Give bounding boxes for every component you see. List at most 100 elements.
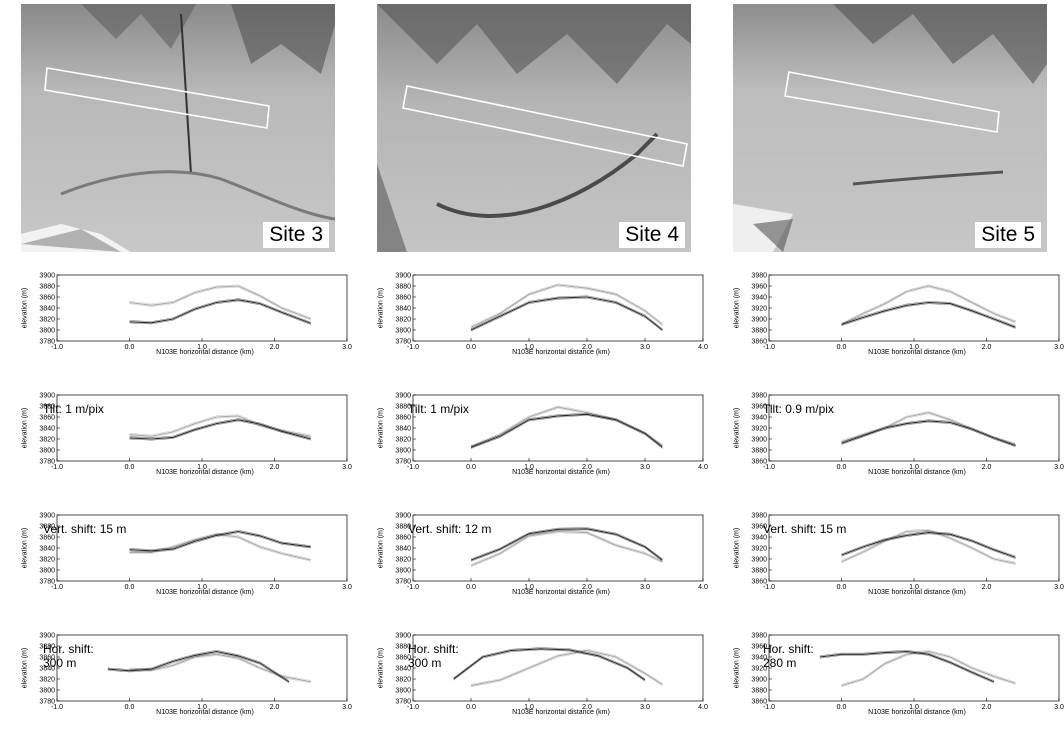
x-tick-label: 0.0 xyxy=(125,704,135,711)
profile-series-light xyxy=(470,285,663,329)
profile-series-light xyxy=(470,649,663,687)
y-tick-label: 3820 xyxy=(395,677,411,684)
y-tick-label: 3880 xyxy=(39,524,55,531)
y-tick-label: 3880 xyxy=(751,448,767,455)
x-tick-label: 4.0 xyxy=(698,584,708,591)
profile-series-dark xyxy=(470,297,663,332)
y-tick-label: 3900 xyxy=(395,273,411,280)
profile-series-dark xyxy=(841,533,1016,559)
profile-chart: 3860 3880 3900 3920 3940 3960 3980 -1.0 0.0 1.0 2.… xyxy=(751,393,1064,472)
y-tick-label: 3900 xyxy=(751,557,767,564)
y-tick-label: 3800 xyxy=(395,328,411,335)
profile-series-dark xyxy=(107,650,290,683)
x-tick-label: 2.0 xyxy=(270,344,280,351)
y-tick-label: 3880 xyxy=(395,284,411,291)
profile-chart: 3780 3800 3820 3840 3860 3880 3900 -1.0 0.0 1.0 2.… xyxy=(395,513,708,592)
x-axis-label: N103E horizontal distance (km) xyxy=(868,469,966,476)
x-tick-label: 0.0 xyxy=(837,584,847,591)
x-tick-label: 0.0 xyxy=(466,584,476,591)
profile-series-dark xyxy=(470,529,663,562)
y-tick-label: 3980 xyxy=(751,393,767,400)
y-tick-label: 3900 xyxy=(39,513,55,520)
y-tick-label: 3880 xyxy=(395,524,411,531)
profile-series-light xyxy=(129,285,311,320)
profile-chart: 3780 3800 3820 3840 3860 3880 3900 -1.0 0.0 1.0 2.… xyxy=(395,273,708,352)
profile-series-dark xyxy=(819,652,994,684)
profile-panel: 3860 3880 3900 3920 3940 3960 3980 -1.0 0.0 1.0 2.… xyxy=(733,388,1064,484)
profile-series-dark xyxy=(470,296,663,331)
y-tick-label: 3860 xyxy=(395,535,411,542)
profile-series-dark xyxy=(841,531,1016,557)
x-axis-label: N103E horizontal distance (km) xyxy=(156,709,254,716)
profile-series-light xyxy=(470,530,663,565)
x-tick-label: -1.0 xyxy=(763,344,775,351)
y-axis-label-text: elevation (m) xyxy=(21,407,29,449)
x-tick-label: 0.0 xyxy=(466,344,476,351)
profile-series-light xyxy=(470,532,663,568)
y-tick-label: 3920 xyxy=(751,546,767,553)
x-tick-label: 3.0 xyxy=(342,704,352,711)
x-tick-label: 3.0 xyxy=(640,464,650,471)
y-tick-label: 3900 xyxy=(751,317,767,324)
x-tick-label: -1.0 xyxy=(763,464,775,471)
y-tick-label: 3840 xyxy=(395,546,411,553)
profile-series-dark xyxy=(129,420,311,441)
y-tick-label: 3860 xyxy=(39,535,55,542)
x-tick-label: 1.0 xyxy=(524,344,534,351)
profile-chart: 3780 3800 3820 3840 3860 3880 3900 -1.0 0.0 1.0 2.… xyxy=(395,393,708,472)
y-tick-label: 3800 xyxy=(395,688,411,695)
y-tick-label: 3960 xyxy=(751,644,767,651)
x-tick-label: 2.0 xyxy=(982,464,992,471)
x-axis-label: N103E horizontal distance (km) xyxy=(512,589,610,596)
x-tick-label: -1.0 xyxy=(407,584,419,591)
y-tick-label: 3800 xyxy=(39,568,55,575)
column-site-3: Site 3 3780 3800 3820 3840 3860 3880 3900 -1.0 0… xyxy=(21,0,355,738)
y-tick-label: 3960 xyxy=(751,284,767,291)
x-tick-label: 2.0 xyxy=(582,584,592,591)
profile-series-light xyxy=(841,528,1016,563)
profile-series-light xyxy=(470,283,663,327)
hillshade-image xyxy=(733,4,1047,252)
x-axis-label: N103E horizontal distance (km) xyxy=(512,469,610,476)
profile-series-light xyxy=(841,413,1016,446)
profile-series-dark xyxy=(819,650,994,681)
y-tick-label: 3900 xyxy=(39,273,55,280)
x-tick-label: 1.0 xyxy=(197,344,207,351)
y-tick-label: 3840 xyxy=(39,666,55,673)
x-tick-label: 2.0 xyxy=(582,344,592,351)
column-site-5: Site 5 3860 3880 3900 3920 3940 3960 3980 -1.0 0… xyxy=(733,0,1064,738)
x-tick-label: 3.0 xyxy=(342,584,352,591)
y-tick-label: 3820 xyxy=(395,437,411,444)
x-tick-label: 0.0 xyxy=(837,344,847,351)
x-tick-label: -1.0 xyxy=(407,464,419,471)
profile-series-dark xyxy=(129,532,311,553)
y-axis-label: elevation (m) xyxy=(375,393,387,463)
y-tick-label: 3820 xyxy=(395,317,411,324)
profile-panel: 3780 3800 3820 3840 3860 3880 3900 -1.0 0.0 1.0 2.… xyxy=(21,388,355,484)
y-tick-label: 3960 xyxy=(751,524,767,531)
profile-series-dark xyxy=(129,530,311,550)
profile-series-dark xyxy=(819,650,995,683)
x-axis-label: N103E horizontal distance (km) xyxy=(156,469,254,476)
y-tick-label: 3940 xyxy=(751,655,767,662)
profile-series-light xyxy=(129,416,311,438)
y-tick-label: 3900 xyxy=(39,633,55,640)
x-tick-label: 1.0 xyxy=(909,704,919,711)
x-tick-label: 4.0 xyxy=(698,704,708,711)
profile-chart: 3780 3800 3820 3840 3860 3880 3900 -1.0 0.0 1.0 2.… xyxy=(395,633,708,712)
x-tick-label: 2.0 xyxy=(270,704,280,711)
x-axis-label: N103E horizontal distance (km) xyxy=(156,349,254,356)
y-tick-label: 3980 xyxy=(751,273,767,280)
x-tick-label: -1.0 xyxy=(51,704,63,711)
y-tick-label: 3800 xyxy=(395,448,411,455)
x-tick-label: 3.0 xyxy=(640,584,650,591)
profile-series-dark xyxy=(453,648,646,681)
site-label: Site 5 xyxy=(975,222,1041,248)
adjustment-annotation: Tilt: 1 m/pix xyxy=(43,402,104,416)
y-axis-label-text: elevation (m) xyxy=(377,287,385,329)
x-tick-label: 0.0 xyxy=(837,704,847,711)
profile-chart: 3780 3800 3820 3840 3860 3880 3900 -1.0 0.0 1.0 2.… xyxy=(39,273,352,352)
profile-series-dark xyxy=(129,419,311,440)
y-tick-label: 3840 xyxy=(395,666,411,673)
profile-panel: 3780 3800 3820 3840 3860 3880 3900 -1.0 0.0 1.0 2.… xyxy=(377,628,711,724)
